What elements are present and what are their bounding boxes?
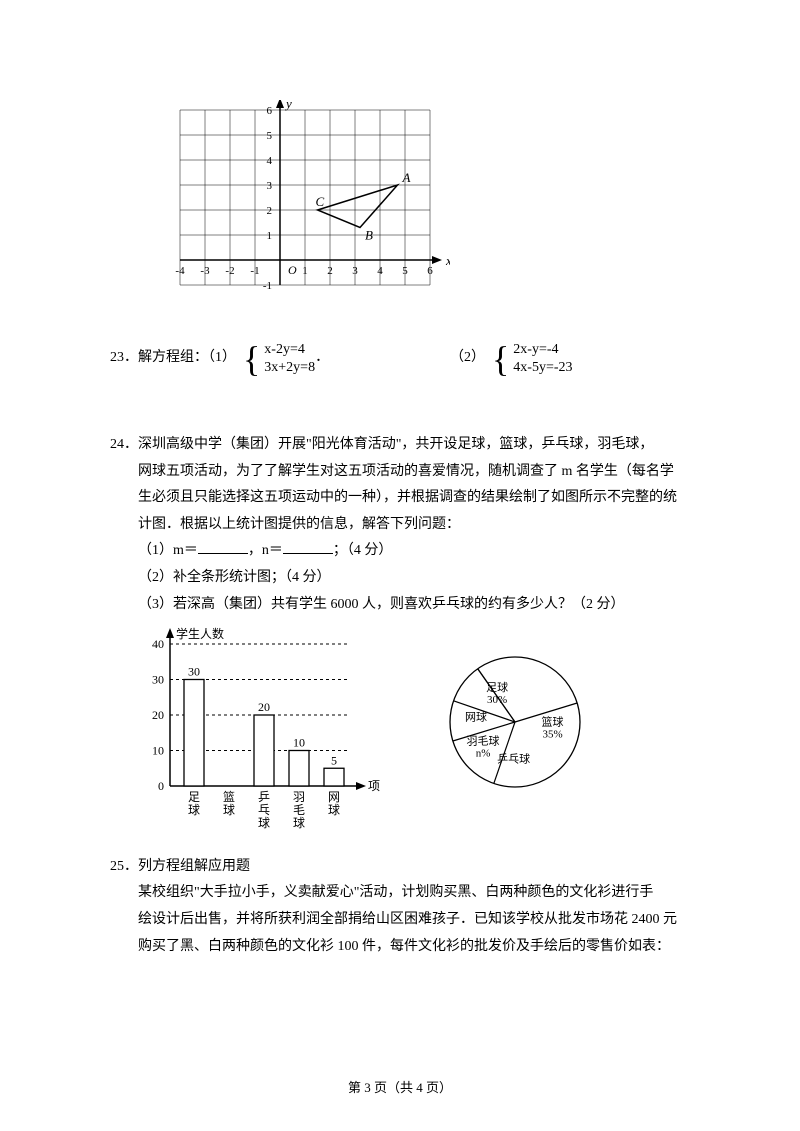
- equation-system-2: 2x-y=-4 4x-5y=-23: [513, 341, 572, 377]
- svg-text:篮球: 篮球: [542, 714, 564, 728]
- svg-text:-4: -4: [175, 265, 185, 277]
- bar-chart: 010203040学生人数项目30足球篮球20乒乓球10羽毛球5网球: [130, 626, 380, 842]
- svg-text:羽毛球: 羽毛球: [467, 733, 500, 747]
- svg-text:学生人数: 学生人数: [176, 626, 224, 641]
- question-24: 24．深圳高级中学（集团）开展"阳光体育活动"，共开设足球，篮球，乒乓球，羽毛球…: [110, 432, 690, 842]
- svg-text:-1: -1: [250, 265, 259, 277]
- q23-stem: 解方程组：（1）: [138, 345, 236, 372]
- svg-text:O: O: [288, 263, 297, 277]
- svg-text:篮: 篮: [223, 789, 235, 804]
- svg-text:球: 球: [223, 803, 235, 817]
- question-23: 23． 解方程组：（1） { x-2y=4 3x+2y=8 ． （2） { 2x…: [110, 341, 690, 377]
- svg-text:10: 10: [152, 744, 164, 758]
- svg-text:乒乓球: 乒乓球: [497, 751, 530, 765]
- svg-text:毛: 毛: [293, 803, 305, 817]
- question-25: 25．列方程组解应用题 某校组织"大手拉小手，义卖献爱心"活动，计划购买黑、白两…: [110, 854, 690, 960]
- svg-text:20: 20: [258, 700, 270, 714]
- left-brace-icon: {: [492, 343, 509, 375]
- q24-sub2: （2）补全条形统计图；（4 分）: [138, 565, 690, 592]
- svg-text:A: A: [402, 170, 411, 185]
- svg-text:5: 5: [331, 753, 337, 767]
- svg-text:-3: -3: [200, 265, 210, 277]
- svg-text:30%: 30%: [487, 694, 507, 706]
- svg-text:6: 6: [267, 105, 273, 117]
- q25-title: 列方程组解应用题: [138, 859, 250, 874]
- left-brace-icon: {: [243, 343, 260, 375]
- blank-n[interactable]: [283, 540, 333, 554]
- q24-number: 24．: [110, 437, 138, 452]
- svg-text:网球: 网球: [465, 710, 487, 724]
- q24-sub3: （3）若深高（集团）共有学生 6000 人，则喜欢乒乓球的约有多少人？（2 分）: [138, 592, 690, 619]
- q24-line: 网球五项活动，为了了解学生对这五项活动的喜爱情况，随机调查了 m 名学生（每名学: [138, 459, 690, 486]
- q25-number: 25．: [110, 859, 138, 874]
- svg-text:球: 球: [293, 816, 305, 830]
- page-footer: 第 3 页（共 4 页）: [0, 1076, 800, 1101]
- svg-text:3: 3: [267, 180, 273, 192]
- svg-text:2: 2: [267, 205, 273, 217]
- q25-line: 某校组织"大手拉小手，义卖献爱心"活动，计划购买黑、白两种颜色的文化衫进行手: [138, 880, 690, 907]
- q25-line: 绘设计后出售，并将所获利润全部捐给山区困难孩子．已知该学校从批发市场花 2400…: [138, 907, 690, 934]
- svg-text:4: 4: [267, 155, 273, 167]
- svg-text:4: 4: [377, 265, 383, 277]
- svg-text:n%: n%: [476, 747, 491, 759]
- coordinate-triangle-chart: -4 -3 -2 -1 1 2 3 4 5 6 -1 1 2 3 4 5 6 Ox y A B C: [160, 100, 690, 311]
- svg-text:羽: 羽: [293, 790, 305, 804]
- blank-m[interactable]: [198, 540, 248, 554]
- pie-chart: 足球30% 篮球35% 乒乓球 羽毛球n% 网球: [420, 644, 600, 815]
- svg-text:10: 10: [293, 736, 305, 750]
- svg-text:6: 6: [427, 265, 433, 277]
- q23-part2: （2）: [450, 345, 485, 372]
- svg-text:2: 2: [327, 265, 333, 277]
- equation-system-1: x-2y=4 3x+2y=8: [264, 341, 315, 377]
- svg-text:x: x: [445, 253, 450, 268]
- svg-text:C: C: [316, 194, 325, 209]
- svg-text:B: B: [365, 228, 373, 243]
- svg-text:30: 30: [152, 673, 164, 687]
- svg-text:-1: -1: [263, 280, 272, 292]
- svg-text:乓: 乓: [258, 803, 270, 817]
- q24-sub1: （1）m＝，n＝；（4 分）: [138, 538, 690, 565]
- svg-text:球: 球: [258, 816, 270, 830]
- q24-line: 生必须且只能选择这五项运动中的一种），并根据调查的结果绘制了如图所示不完整的统: [138, 485, 690, 512]
- svg-text:30: 30: [188, 665, 200, 679]
- svg-text:0: 0: [158, 779, 164, 793]
- svg-text:足: 足: [188, 790, 200, 804]
- svg-text:球: 球: [328, 803, 340, 817]
- svg-text:1: 1: [267, 230, 273, 242]
- svg-text:3: 3: [352, 265, 358, 277]
- q24-line: 深圳高级中学（集团）开展"阳光体育活动"，共开设足球，篮球，乒乓球，羽毛球，: [138, 437, 653, 452]
- svg-text:-2: -2: [225, 265, 234, 277]
- svg-text:y: y: [284, 100, 292, 111]
- svg-text:5: 5: [267, 130, 273, 142]
- svg-text:网: 网: [328, 790, 340, 804]
- svg-text:5: 5: [402, 265, 408, 277]
- svg-text:1: 1: [302, 265, 308, 277]
- svg-text:足球: 足球: [486, 680, 508, 694]
- svg-text:35%: 35%: [542, 728, 562, 740]
- q23-number: 23．: [110, 345, 138, 372]
- svg-text:项目: 项目: [368, 779, 380, 793]
- svg-text:乒: 乒: [258, 790, 270, 804]
- svg-text:球: 球: [188, 803, 200, 817]
- svg-text:40: 40: [152, 637, 164, 651]
- q25-line: 购买了黑、白两种颜色的文化衫 100 件，每件文化衫的批发价及手绘后的零售价如表…: [138, 934, 690, 961]
- q24-line: 计图．根据以上统计图提供的信息，解答下列问题：: [138, 512, 690, 539]
- svg-text:20: 20: [152, 708, 164, 722]
